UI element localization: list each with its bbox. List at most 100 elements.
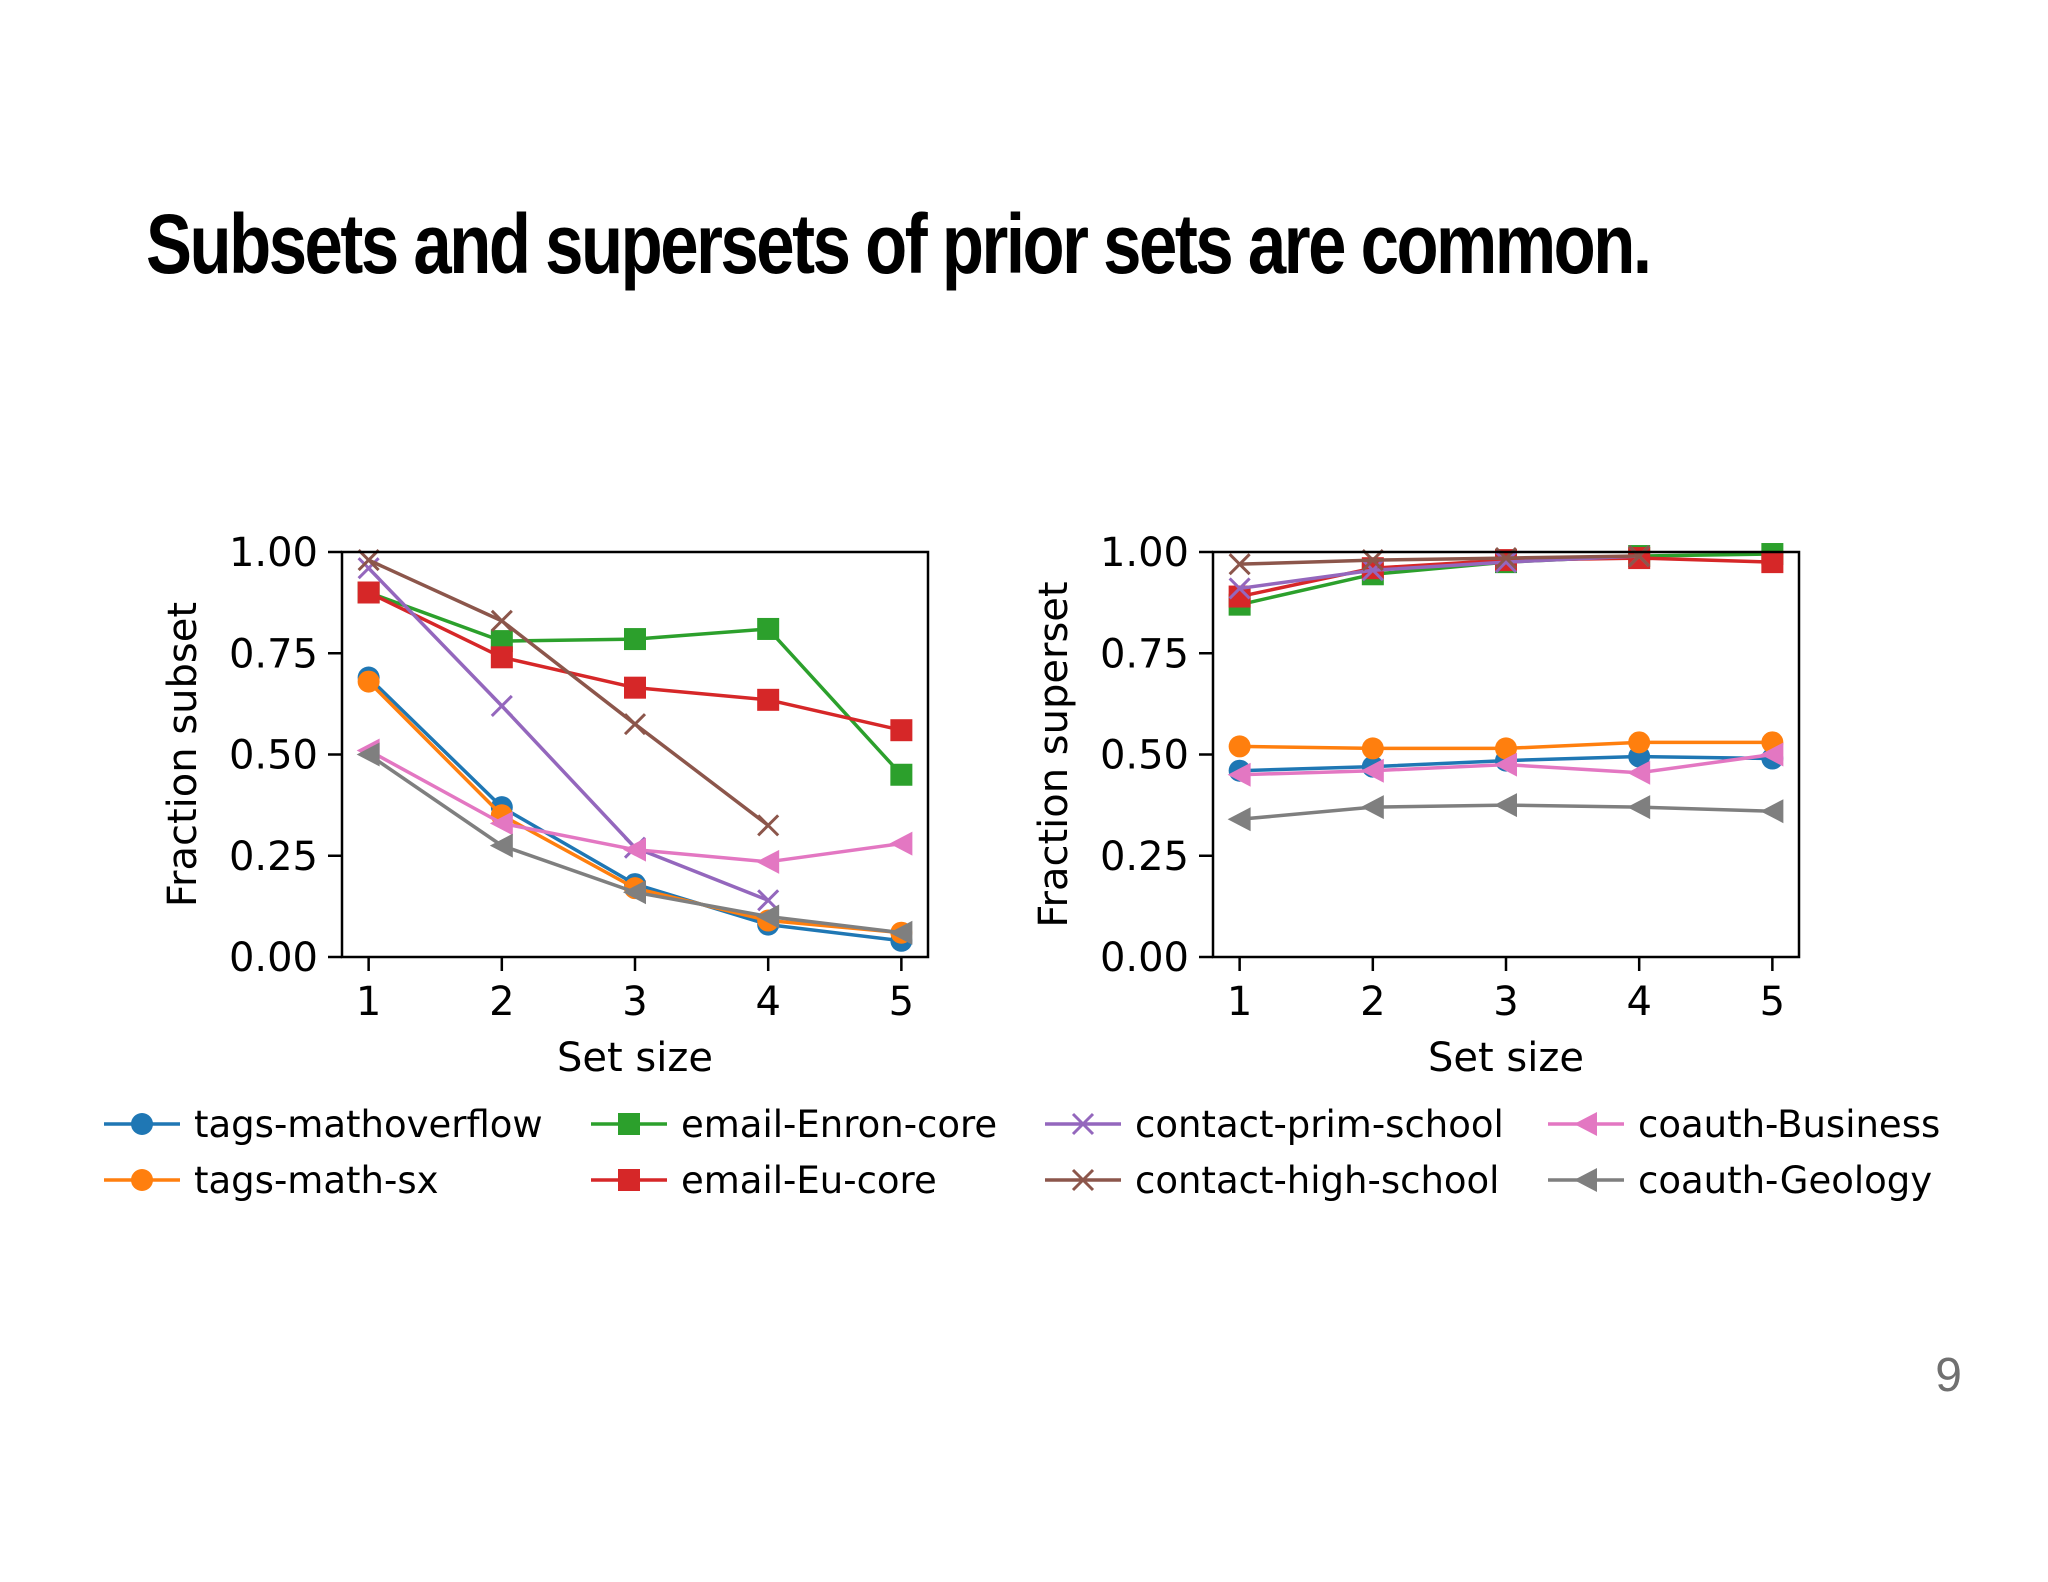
- legend-marker: [1071, 1168, 1095, 1192]
- data-point: [757, 617, 780, 640]
- legend-label: contact-high-school: [1135, 1159, 1499, 1202]
- legend-label: coauth-Business: [1638, 1103, 1940, 1146]
- y-tick-label: 1.00: [229, 530, 318, 576]
- legend-item-coauth-business: coauth-Business: [1548, 1103, 1940, 1146]
- legend-label: contact-prim-school: [1135, 1103, 1504, 1146]
- data-point: [356, 742, 380, 767]
- data-point: [490, 694, 513, 717]
- data-point: [889, 920, 913, 945]
- data-point: [1495, 737, 1517, 760]
- legend-item-email-eu-core: email-Eu-core: [591, 1159, 937, 1202]
- data-point: [756, 849, 780, 874]
- y-tick-label: 0.00: [229, 935, 318, 981]
- series-coauth-business: [1227, 742, 1784, 787]
- series-tags-math-sx: [357, 670, 913, 944]
- slide-title: Subsets and supersets of prior sets are …: [146, 197, 1652, 291]
- x-tick-label: 2: [1360, 979, 1385, 1025]
- data-point: [357, 670, 380, 693]
- superset-chart: 0.00 0.25 0.50 0.75 1.00 1 2 3 4 5 Set size Fractio…: [1031, 530, 1801, 1081]
- x-tick-label: 1: [356, 979, 381, 1025]
- data-point: [357, 549, 380, 572]
- y-tick-label: 0.50: [229, 733, 318, 779]
- series-coauth-geology: [356, 742, 913, 945]
- series-line: [1239, 554, 1640, 591]
- data-point: [1761, 551, 1784, 574]
- legend-label: tags-math-sx: [194, 1159, 439, 1202]
- data-point: [490, 609, 513, 632]
- data-point: [489, 833, 513, 858]
- legend-label: coauth-Geology: [1638, 1159, 1932, 1202]
- legend-label: email-Enron-core: [681, 1103, 997, 1146]
- legend-marker: [131, 1113, 153, 1135]
- data-point: [357, 581, 380, 604]
- legend-label: email-Eu-core: [681, 1159, 937, 1202]
- x-axis-label: Set size: [1428, 1035, 1584, 1081]
- legend-marker: [1574, 1168, 1597, 1192]
- x-tick-label: 4: [755, 979, 780, 1025]
- x-tick-label: 5: [889, 979, 914, 1025]
- data-point: [1228, 735, 1251, 758]
- y-tick-label: 0.75: [1100, 631, 1189, 677]
- legend-marker: [618, 1169, 640, 1191]
- legend-item-coauth-geology: coauth-Geology: [1548, 1159, 1932, 1202]
- series-email-eu-core: [357, 581, 913, 742]
- y-tick-label: 0.75: [229, 631, 318, 677]
- data-point: [1228, 585, 1251, 608]
- page-number: 9: [1935, 1349, 1962, 1402]
- data-point: [1361, 549, 1384, 572]
- series-coauth-geology: [1227, 793, 1784, 832]
- data-point: [1628, 544, 1651, 568]
- data-point: [1361, 737, 1384, 760]
- y-axis-label: Fraction superset: [1031, 581, 1077, 927]
- data-point: [1361, 559, 1384, 582]
- legend-item-email-enron-core: email-Enron-core: [591, 1103, 997, 1146]
- data-point: [1360, 795, 1384, 820]
- legend-item-tags-mathoverflow: tags-mathoverflow: [104, 1103, 543, 1146]
- x-tick-label: 3: [1493, 979, 1518, 1025]
- data-point: [1760, 742, 1784, 767]
- data-point: [624, 628, 646, 651]
- y-tick-label: 0.00: [1100, 935, 1189, 981]
- y-tick-label: 0.25: [229, 834, 318, 880]
- data-point: [1627, 760, 1651, 785]
- legend-marker: [618, 1113, 640, 1135]
- data-point: [1628, 731, 1651, 754]
- legend-item-contact-prim-school: contact-prim-school: [1045, 1103, 1504, 1146]
- legend-label: tags-mathoverflow: [194, 1103, 543, 1146]
- data-point: [757, 814, 780, 837]
- data-point: [1228, 577, 1251, 600]
- series-coauth-business: [356, 738, 913, 874]
- legend-marker: [1574, 1112, 1597, 1136]
- data-point: [623, 713, 647, 736]
- data-point: [757, 688, 780, 711]
- legend-marker: [131, 1169, 153, 1191]
- data-point: [623, 837, 646, 862]
- series-tags-mathoverflow: [357, 666, 913, 952]
- data-point: [623, 880, 646, 905]
- legend-item-contact-high-school: contact-high-school: [1045, 1159, 1499, 1202]
- chart-legend: tags-mathoverflow email-Enron-core contact…: [104, 1103, 1940, 1202]
- data-point: [1760, 799, 1784, 824]
- data-point: [889, 831, 913, 856]
- series-contact-high-school: [357, 549, 780, 837]
- data-point: [1494, 793, 1517, 818]
- data-point: [624, 676, 646, 699]
- data-point: [1627, 795, 1651, 820]
- y-tick-label: 0.50: [1100, 733, 1189, 779]
- data-point: [1228, 553, 1251, 576]
- series-contact-prim-school: [1228, 544, 1651, 600]
- y-tick-label: 1.00: [1100, 530, 1189, 576]
- x-tick-label: 1: [1227, 979, 1252, 1025]
- data-point: [1494, 551, 1518, 574]
- legend-item-tags-math-sx: tags-math-sx: [104, 1159, 439, 1202]
- series-tags-math-sx: [1228, 731, 1784, 760]
- subset-chart: 0.00 0.25 0.50 0.75 1.00 1 2 3 4 5 Set size Fractio…: [160, 530, 930, 1081]
- series-line: [367, 590, 902, 732]
- y-axis-label: Fraction subset: [160, 602, 206, 907]
- y-tick-label: 0.25: [1100, 834, 1189, 880]
- x-tick-label: 5: [1760, 979, 1785, 1025]
- series-line: [1239, 554, 1640, 566]
- series-line: [367, 566, 769, 902]
